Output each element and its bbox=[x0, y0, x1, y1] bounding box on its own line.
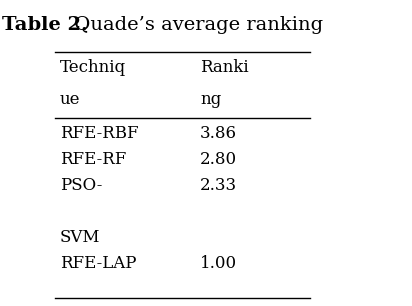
Text: ng: ng bbox=[200, 91, 221, 109]
Text: RFE-RBF: RFE-RBF bbox=[60, 125, 138, 143]
Text: SVM: SVM bbox=[60, 230, 101, 247]
Text: Quade’s average ranking: Quade’s average ranking bbox=[68, 16, 323, 34]
Text: 3.86: 3.86 bbox=[200, 125, 237, 143]
Text: 2.33: 2.33 bbox=[200, 177, 237, 195]
Text: 1.00: 1.00 bbox=[200, 256, 237, 273]
Text: RFE-LAP: RFE-LAP bbox=[60, 256, 136, 273]
Text: Techniq: Techniq bbox=[60, 59, 126, 76]
Text: RFE-RF: RFE-RF bbox=[60, 151, 126, 169]
Text: ue: ue bbox=[60, 91, 80, 109]
Text: Ranki: Ranki bbox=[200, 59, 248, 76]
Text: Table 2.: Table 2. bbox=[2, 16, 88, 34]
Text: PSO-: PSO- bbox=[60, 177, 102, 195]
Text: 2.80: 2.80 bbox=[200, 151, 237, 169]
